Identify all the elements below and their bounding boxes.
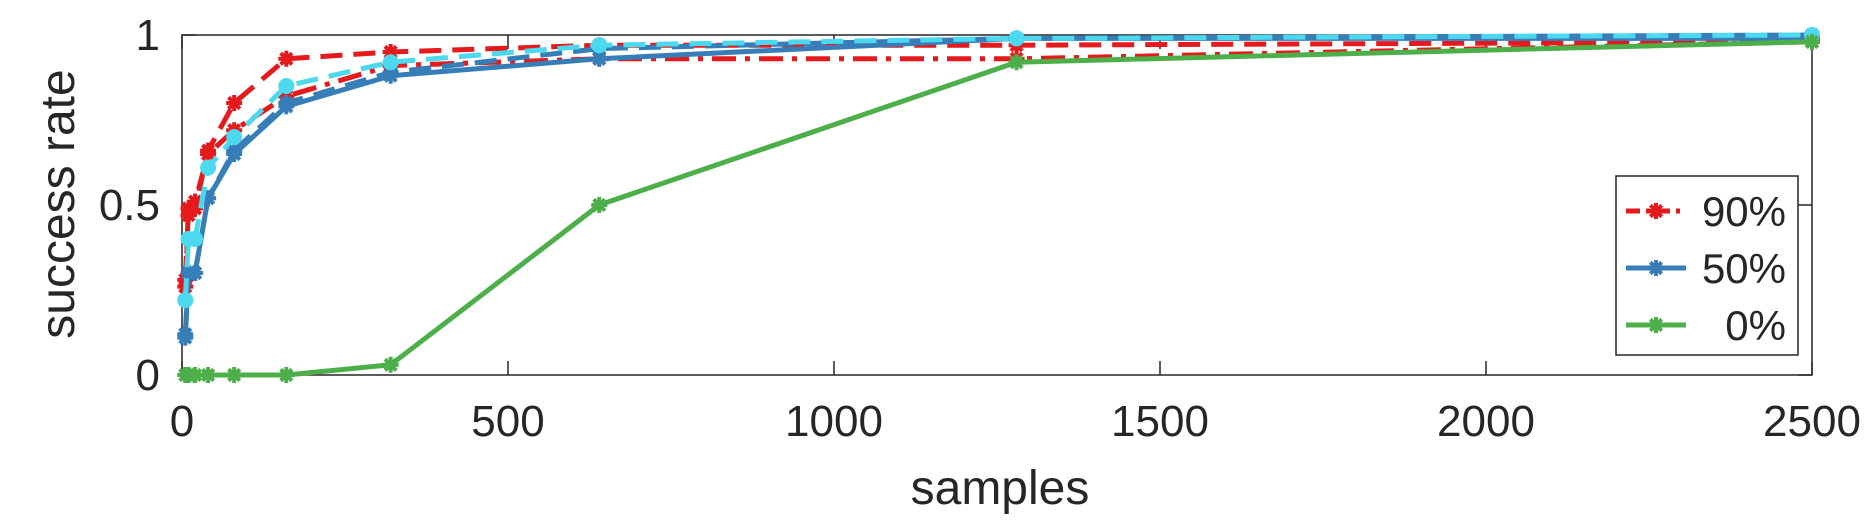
series-line — [182, 32, 1813, 301]
legend-label: 50% — [1702, 245, 1786, 292]
data-point — [382, 54, 399, 71]
x-tick-label: 1000 — [785, 397, 883, 446]
data-point-legend — [1648, 203, 1664, 219]
data-point — [1008, 30, 1025, 47]
series-5 — [177, 33, 1820, 383]
data-point — [591, 37, 608, 54]
plot-frame — [181, 34, 1813, 376]
y-tick-label: 0.5 — [99, 181, 160, 230]
data-point — [591, 197, 608, 213]
data-point — [200, 367, 217, 383]
x-tick-label: 2500 — [1763, 397, 1861, 446]
series-line — [182, 39, 1813, 287]
data-point — [226, 95, 243, 111]
series-lines — [177, 27, 1820, 383]
x-tick-label: 2000 — [1437, 397, 1535, 446]
legend-entry: 0% — [1626, 302, 1786, 349]
legend-label: 0% — [1725, 302, 1786, 349]
data-point — [591, 50, 608, 67]
series-line — [182, 35, 1812, 338]
data-point — [1008, 54, 1025, 71]
data-point — [200, 142, 217, 159]
x-tick-label: 1500 — [1111, 397, 1209, 446]
data-point — [200, 159, 217, 176]
data-point — [187, 265, 204, 281]
data-point — [187, 200, 204, 217]
data-point — [278, 95, 295, 111]
data-point — [382, 64, 399, 81]
data-point — [1804, 33, 1820, 50]
plot-axes — [181, 34, 1813, 376]
y-tick-label: 1 — [136, 11, 160, 60]
data-point-legend — [1648, 317, 1664, 333]
data-point — [200, 190, 217, 207]
series-2 — [177, 30, 1820, 346]
y-tick-label: 0 — [136, 351, 160, 400]
data-point — [177, 292, 194, 309]
data-point — [226, 367, 243, 383]
data-point — [226, 142, 243, 159]
data-point — [177, 326, 194, 343]
x-tick-label: 0 — [170, 397, 194, 446]
data-point — [278, 50, 295, 67]
legend-entry: 90% — [1626, 188, 1786, 235]
data-point — [180, 207, 197, 224]
x-axis-label: samples — [911, 462, 1090, 515]
series-line — [185, 39, 1813, 378]
legend: 90% 50% 0% — [1615, 175, 1799, 356]
y-axis-label: success rate — [32, 69, 85, 338]
data-point — [382, 44, 399, 60]
tick-labels: 0 500 1000 1500 2000 2500 0 0.5 1 — [99, 11, 1861, 446]
data-point — [226, 129, 243, 145]
data-point — [278, 367, 295, 383]
data-point — [382, 356, 399, 373]
x-tick-label: 500 — [471, 397, 544, 446]
data-point — [187, 231, 204, 247]
data-point — [278, 78, 295, 94]
series-4 — [177, 27, 1820, 309]
series-line — [182, 32, 1813, 335]
data-point — [187, 367, 204, 383]
series-line — [182, 39, 1813, 280]
legend-entry: 50% — [1626, 245, 1786, 292]
legend-label: 90% — [1702, 188, 1786, 235]
data-point-legend — [1648, 260, 1664, 276]
